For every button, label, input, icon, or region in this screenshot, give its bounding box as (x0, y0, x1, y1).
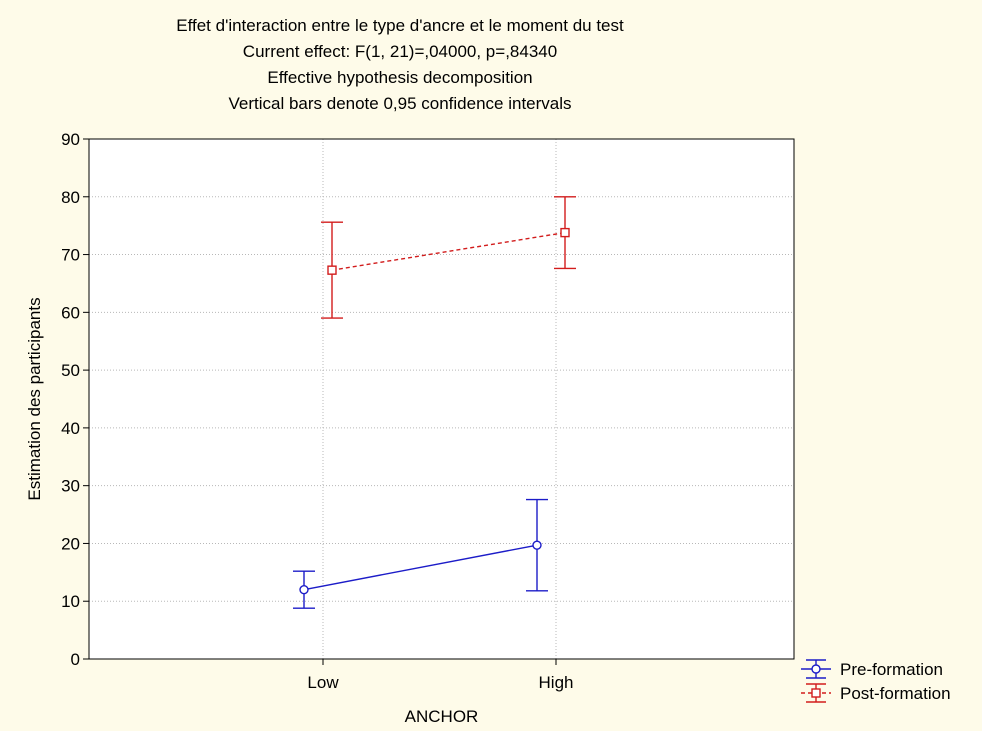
y-tick-label: 90 (61, 130, 80, 149)
y-tick-label: 20 (61, 534, 80, 553)
legend-item: Pre-formation (801, 659, 943, 679)
x-tick-label: Low (307, 673, 339, 692)
y-tick-label: 50 (61, 361, 80, 380)
legend-marker (811, 688, 821, 698)
series-layer (293, 196, 576, 609)
series-0 (293, 498, 548, 609)
data-point-marker (299, 584, 309, 595)
data-point-marker (532, 540, 542, 550)
legend-label: Pre-formation (840, 660, 943, 679)
x-axis-label: ANCHOR (405, 707, 479, 726)
y-tick-label: 0 (71, 650, 80, 669)
y-axis: 0 10 20 30 40 50 60 70 80 90 (61, 130, 89, 669)
x-axis: Low High (307, 659, 573, 692)
plot-area (89, 139, 794, 659)
x-tick-label: High (539, 673, 574, 692)
legend-item: Post-formation (801, 683, 951, 703)
plot-frame (88, 138, 795, 660)
y-tick-label: 10 (61, 592, 80, 611)
y-tick-label: 30 (61, 477, 80, 496)
data-point-marker (327, 265, 337, 275)
data-point-marker (560, 227, 570, 238)
series-line (331, 231, 566, 271)
title-line-1: Effet d'interaction entre le type d'ancr… (176, 16, 624, 35)
series-line (303, 544, 538, 591)
chart-title: Effet d'interaction entre le type d'ancr… (176, 16, 624, 113)
y-tick-label: 40 (61, 419, 80, 438)
legend: Pre-formation Post-formation (801, 659, 951, 703)
legend-symbol (801, 659, 831, 679)
y-tick-label: 60 (61, 303, 80, 322)
y-axis-label: Estimation des participants (25, 297, 44, 500)
title-line-3: Effective hypothesis decomposition (267, 68, 532, 87)
series-1 (321, 196, 576, 319)
title-line-2: Current effect: F(1, 21)=,04000, p=,8434… (243, 42, 557, 61)
y-tick-label: 80 (61, 188, 80, 207)
legend-marker (811, 664, 821, 674)
title-line-4: Vertical bars denote 0,95 confidence int… (228, 94, 571, 113)
grid (89, 139, 794, 659)
y-tick-label: 70 (61, 246, 80, 265)
legend-label: Post-formation (840, 684, 951, 703)
legend-symbol (801, 683, 831, 703)
